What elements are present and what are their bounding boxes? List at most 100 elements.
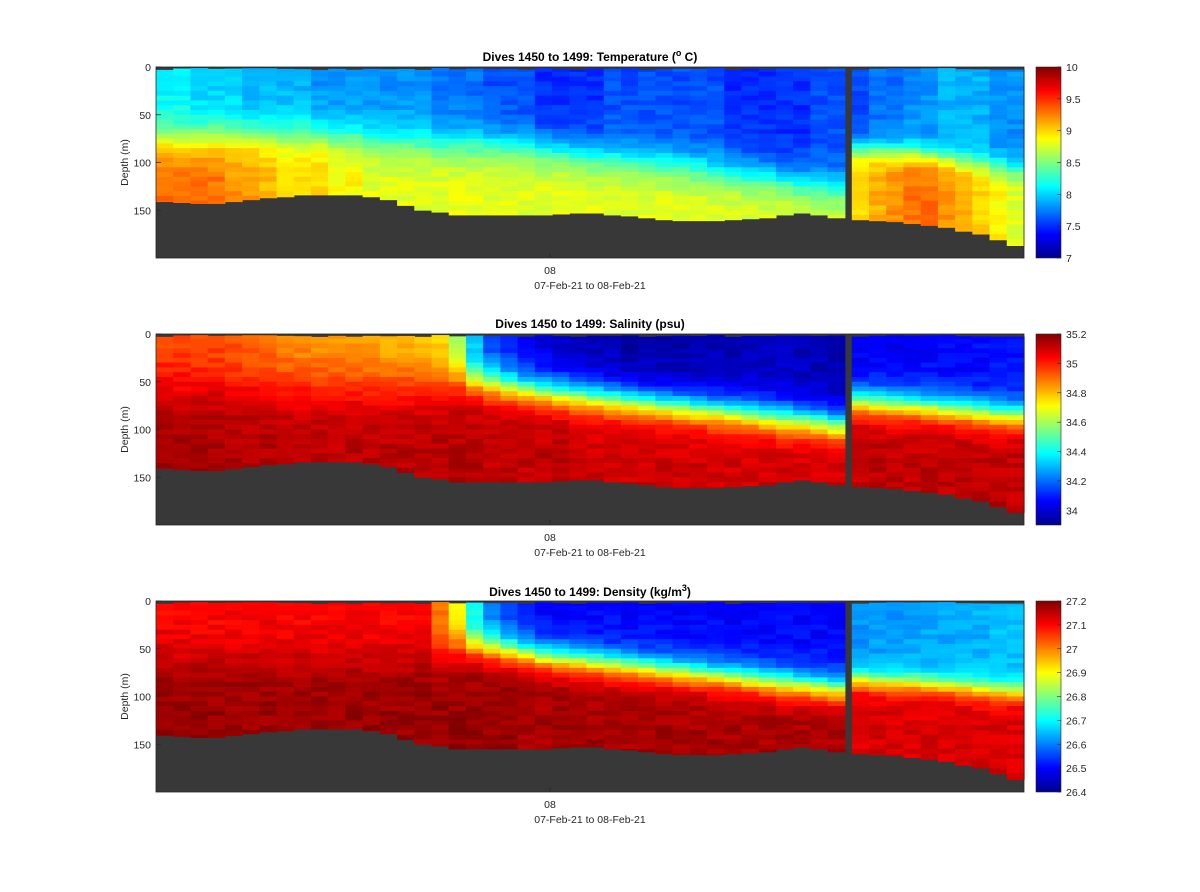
heatmap-cell	[465, 701, 484, 707]
heatmap-cell	[972, 419, 991, 426]
heatmap-cell	[173, 615, 192, 621]
heatmap-cell	[810, 439, 829, 445]
heatmap-cell	[345, 672, 364, 678]
heatmap-cell	[414, 148, 433, 154]
heatmap-cell	[293, 696, 312, 702]
heatmap-cell	[793, 453, 811, 459]
heatmap-cell	[345, 706, 364, 712]
heatmap-cell	[397, 362, 415, 368]
heatmap-cell	[586, 86, 605, 92]
heatmap-cell	[310, 605, 329, 611]
heatmap-cell	[810, 429, 829, 435]
heatmap-cell	[989, 725, 1008, 731]
heatmap-cell	[156, 143, 174, 149]
heatmap-cell	[920, 100, 939, 106]
heatmap-cell	[534, 448, 553, 454]
heatmap-cell	[724, 400, 743, 407]
heatmap-cell	[293, 715, 312, 721]
heatmap-cell	[955, 219, 973, 225]
heatmap-cell	[242, 710, 260, 716]
heatmap-cell	[310, 663, 329, 669]
heatmap-cell	[569, 667, 588, 674]
heatmap-cell	[586, 391, 605, 397]
heatmap-cell	[603, 734, 622, 740]
heatmap-cell	[672, 710, 691, 716]
heatmap-cell	[903, 138, 922, 144]
heatmap-cell	[224, 639, 243, 645]
heatmap-cell	[955, 143, 973, 149]
heatmap-cell	[920, 410, 939, 416]
x-axis-label: 07-Feb-21 to 08-Feb-21	[534, 280, 646, 292]
heatmap-area[interactable]	[156, 67, 1025, 258]
heatmap-cell	[775, 68, 794, 73]
heatmap-cell	[851, 677, 870, 683]
heatmap-cell	[620, 181, 639, 187]
heatmap-cell	[672, 439, 691, 445]
heatmap-cell	[886, 462, 905, 469]
heatmap-cell	[397, 605, 415, 611]
dive-profile	[517, 69, 536, 216]
heatmap-cell	[1006, 653, 1025, 659]
heatmap-cell	[569, 362, 588, 368]
heatmap-cell	[224, 95, 243, 101]
heatmap-cell	[190, 376, 209, 383]
heatmap-cell	[758, 634, 777, 640]
heatmap-cell	[328, 68, 347, 73]
heatmap-cell	[955, 643, 973, 650]
heatmap-cell	[972, 86, 991, 92]
heatmap-cell	[903, 653, 922, 659]
heatmap-cell	[224, 424, 243, 430]
heatmap-cell	[448, 105, 467, 111]
heatmap-cell	[448, 701, 467, 707]
heatmap-cell	[328, 458, 347, 463]
heatmap-cell	[724, 215, 743, 221]
heatmap-cell	[224, 663, 243, 669]
heatmap-cell	[758, 353, 777, 359]
heatmap-cell	[190, 157, 209, 163]
heatmap-cell	[345, 603, 364, 607]
heatmap-area[interactable]	[156, 601, 1025, 792]
heatmap-cell	[483, 405, 501, 411]
heatmap-cell	[955, 415, 973, 421]
heatmap-cell	[431, 176, 450, 182]
dive-profile	[655, 603, 674, 755]
heatmap-cell	[689, 472, 708, 478]
heatmap-cell	[414, 658, 433, 664]
heatmap-cell	[586, 338, 605, 344]
heatmap-cell	[724, 686, 743, 693]
heatmap-cell	[672, 71, 691, 77]
heatmap-cell	[259, 348, 278, 354]
heatmap-cell	[362, 624, 381, 631]
heatmap-cell	[869, 95, 887, 101]
heatmap-cell	[517, 634, 536, 640]
heatmap-cell	[500, 114, 519, 120]
heatmap-cell	[903, 396, 922, 402]
panel-title: Dives 1450 to 1499: Salinity (psu)	[495, 317, 684, 331]
heatmap-cell	[465, 677, 484, 683]
heatmap-area[interactable]	[156, 334, 1025, 525]
heatmap-cell	[207, 338, 226, 344]
heatmap-cell	[707, 739, 725, 745]
heatmap-cell	[431, 653, 450, 659]
heatmap-cell	[758, 336, 777, 340]
heatmap-cell	[552, 434, 570, 440]
heatmap-cell	[1006, 391, 1025, 397]
heatmap-cell	[465, 381, 484, 387]
heatmap-cell	[886, 682, 905, 688]
heatmap-cell	[886, 667, 905, 674]
heatmap-cell	[259, 667, 278, 674]
heatmap-cell	[431, 90, 450, 97]
heatmap-cell	[989, 715, 1008, 721]
heatmap-cell	[1006, 124, 1025, 130]
heatmap-cell	[689, 143, 708, 149]
heatmap-cell	[552, 610, 570, 616]
heatmap-cell	[741, 410, 760, 416]
heatmap-cell	[414, 720, 433, 726]
heatmap-cell	[655, 157, 674, 163]
heatmap-cell	[672, 667, 691, 674]
heatmap-cell	[903, 81, 922, 87]
heatmap-cell	[672, 624, 691, 631]
heatmap-cell	[638, 162, 656, 168]
heatmap-cell	[379, 682, 398, 688]
heatmap-cell	[741, 429, 760, 435]
